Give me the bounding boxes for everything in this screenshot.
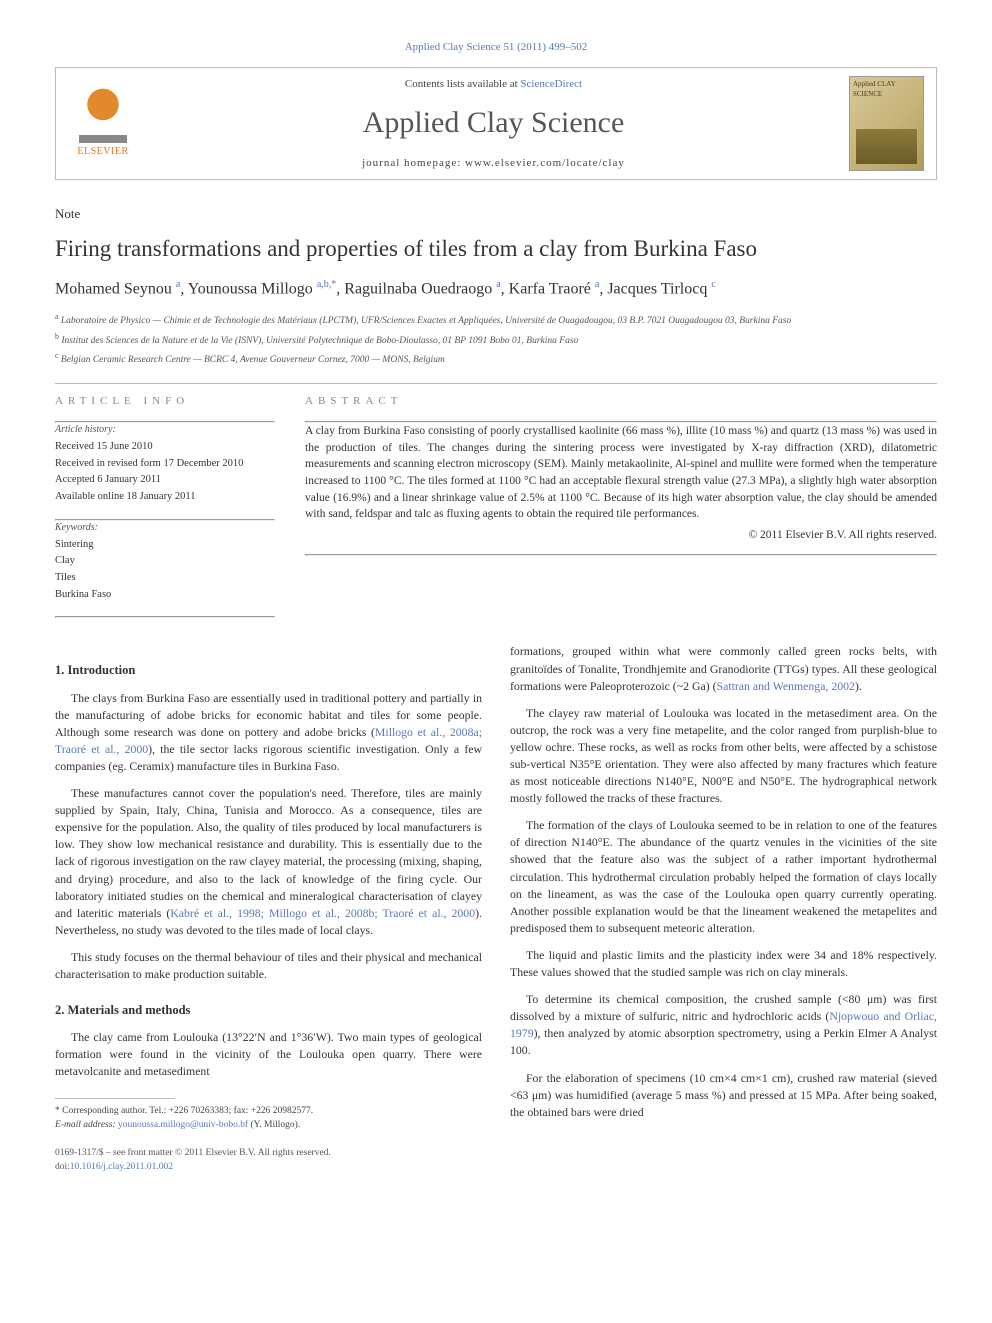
affiliation-a: a Laboratoire de Physico — Chimie et de … [55,311,937,328]
body-paragraph: formations, grouped within what were com… [510,643,937,694]
sciencedirect-link[interactable]: ScienceDirect [520,78,582,90]
affiliations: a Laboratoire de Physico — Chimie et de … [55,311,937,367]
column-right: formations, grouped within what were com… [510,643,937,1174]
elsevier-tree-icon [79,88,127,143]
body-paragraph: These manufactures cannot cover the popu… [55,785,482,939]
revised-line: Received in revised form 17 December 201… [55,457,275,472]
abstract-copyright: © 2011 Elsevier B.V. All rights reserved… [305,527,937,544]
publisher-label: ELSEVIER [77,145,128,159]
body-paragraph: For the elaboration of specimens (10 cm×… [510,1070,937,1121]
journal-masthead: ELSEVIER Contents lists available at Sci… [55,67,937,180]
bottom-meta: 0169-1317/$ – see front matter © 2011 El… [55,1147,482,1175]
issn-copyright-line: 0169-1317/$ – see front matter © 2011 El… [55,1147,482,1161]
doi-link[interactable]: 10.1016/j.clay.2011.01.002 [70,1162,173,1172]
body-paragraph: To determine its chemical composition, t… [510,991,937,1059]
keyword: Tiles [55,571,275,586]
keyword: Clay [55,554,275,569]
journal-name: Applied Clay Science [138,102,849,144]
contents-available-line: Contents lists available at ScienceDirec… [138,77,849,92]
section-heading-intro: 1. Introduction [55,661,482,679]
homepage-prefix: journal homepage: [362,157,465,169]
article-info-block: ARTICLE INFO Article history: Received 1… [55,394,275,619]
divider [55,383,937,384]
received-line: Received 15 June 2010 [55,440,275,455]
abstract-text: A clay from Burkina Faso consisting of p… [305,425,937,520]
publisher-logo: ELSEVIER [68,88,138,159]
abstract-header: ABSTRACT [305,394,937,409]
citation-link[interactable]: Sattran and Wenmenga, 2002 [717,679,855,693]
history-label: Article history: [55,423,275,437]
homepage-url[interactable]: www.elsevier.com/locate/clay [465,157,625,169]
cover-label: Applied CLAY SCIENCE [853,80,895,98]
body-paragraph: The clayey raw material of Loulouka was … [510,705,937,808]
body-paragraph: The clays from Burkina Faso are essentia… [55,690,482,775]
body-paragraph: The clay came from Loulouka (13°22′N and… [55,1029,482,1080]
article-info-header: ARTICLE INFO [55,394,275,409]
body-two-column: 1. Introduction The clays from Burkina F… [55,643,937,1174]
body-paragraph: The formation of the clays of Loulouka s… [510,817,937,937]
online-line: Available online 18 January 2011 [55,490,275,505]
citation-line: Applied Clay Science 51 (2011) 499–502 [55,40,937,55]
author-list: Mohamed Seynou a, Younoussa Millogo a,b,… [55,278,937,301]
abstract-block: ABSTRACT A clay from Burkina Faso consis… [305,394,937,619]
footnote-divider [55,1098,175,1099]
corresponding-author-footnote: * Corresponding author. Tel.: +226 70263… [55,1105,482,1133]
affiliation-b: b Institut des Sciences de la Nature et … [55,331,937,348]
keyword: Sintering [55,538,275,553]
email-link[interactable]: younoussa.millogo@univ-bobo.bf [118,1120,248,1130]
citation-link[interactable]: Kabré et al., 1998; Millogo et al., 2008… [170,906,475,920]
body-paragraph: The liquid and plastic limits and the pl… [510,947,937,981]
article-type-label: Note [55,205,937,223]
keyword: Burkina Faso [55,588,275,603]
column-left: 1. Introduction The clays from Burkina F… [55,643,482,1174]
affiliation-c: c Belgian Ceramic Research Centre — BCRC… [55,350,937,367]
keywords-label: Keywords: [55,521,275,535]
accepted-line: Accepted 6 January 2011 [55,473,275,488]
body-paragraph: This study focuses on the thermal behavi… [55,949,482,983]
section-heading-methods: 2. Materials and methods [55,1001,482,1019]
journal-homepage-line: journal homepage: www.elsevier.com/locat… [138,156,849,171]
journal-cover-thumbnail: Applied CLAY SCIENCE [849,76,924,171]
article-title: Firing transformations and properties of… [55,234,937,264]
contents-prefix: Contents lists available at [405,78,520,90]
